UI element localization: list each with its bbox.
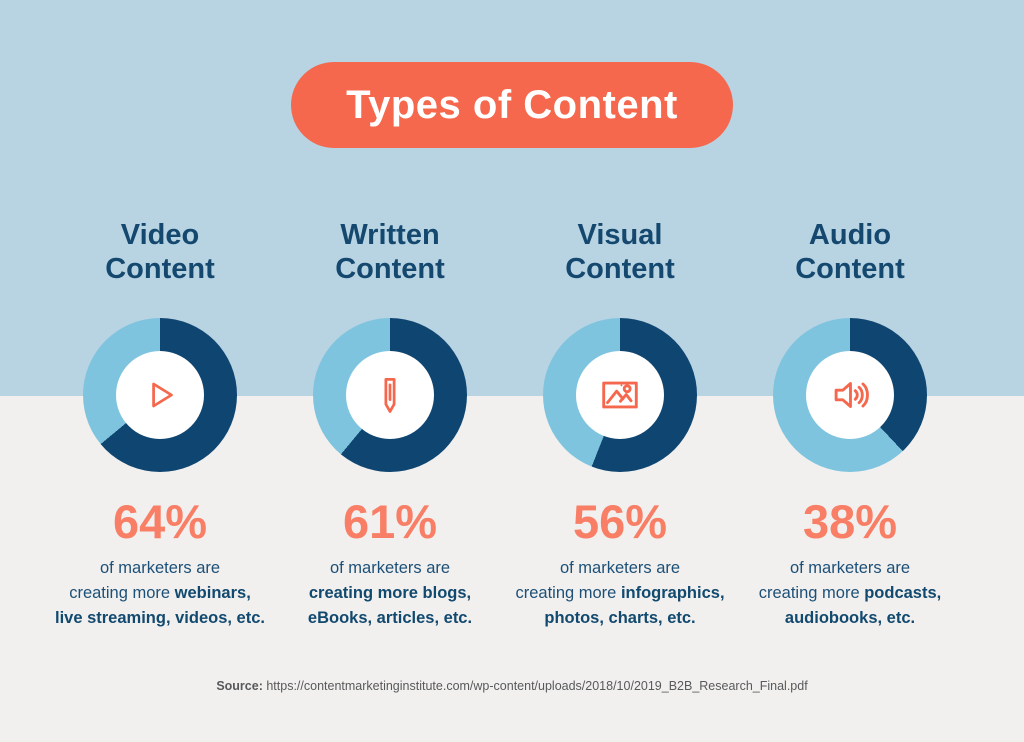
play-icon	[152, 382, 173, 408]
source-label: Source:	[216, 679, 263, 693]
column-title-line1: Visual	[577, 219, 663, 251]
content-column-audio: Audio Content 38% of marketers are creat…	[735, 218, 965, 631]
percent-value: 64%	[112, 495, 208, 548]
description-line: live streaming, videos, etc.	[54, 609, 265, 627]
column-title-line2: Content	[565, 253, 675, 285]
column-title: Visual Content	[505, 218, 735, 286]
column-title-line1: Audio	[808, 219, 892, 251]
description: of marketers are creating more webinars,…	[45, 556, 275, 631]
description-line: of marketers are	[99, 559, 221, 577]
percent-value: 56%	[572, 495, 668, 548]
content-column-visual: Visual Content 56% of marketers are c	[505, 218, 735, 631]
description-line: creating more webinars,	[69, 584, 251, 602]
donut-center	[806, 351, 894, 439]
column-title-line2: Content	[795, 253, 905, 285]
description-line: creating more blogs,	[308, 584, 472, 602]
column-title: Written Content	[275, 218, 505, 286]
donut-center	[116, 351, 204, 439]
description-line: creating more infographics,	[515, 584, 725, 602]
content-column-video: Video Content 64% of marketers are creat…	[45, 218, 275, 631]
donut-center	[576, 351, 664, 439]
donut-chart-written	[313, 318, 467, 472]
description-line: eBooks, articles, etc.	[307, 609, 473, 627]
column-title-line1: Written	[340, 219, 440, 251]
description-line: audiobooks, etc.	[784, 609, 916, 627]
pencil-icon	[384, 378, 396, 413]
description-line: of marketers are	[559, 559, 681, 577]
description-line: of marketers are	[789, 559, 911, 577]
description: of marketers are creating more blogs, eB…	[275, 556, 505, 631]
source-url: https://contentmarketinginstitute.com/wp…	[266, 679, 808, 693]
content-columns: Video Content 64% of marketers are creat…	[45, 218, 979, 631]
donut-chart-visual	[543, 318, 697, 472]
description-line: photos, charts, etc.	[544, 609, 696, 627]
speaker-icon	[834, 382, 869, 408]
column-title: Audio Content	[735, 218, 965, 286]
column-title-line1: Video	[120, 219, 200, 251]
donut-chart-video	[83, 318, 237, 472]
donut-chart-audio	[773, 318, 927, 472]
description-line: creating more podcasts,	[758, 584, 942, 602]
description-line: of marketers are	[329, 559, 451, 577]
page-title: Types of Content	[346, 82, 678, 127]
column-title-line2: Content	[335, 253, 445, 285]
percent-value: 38%	[802, 495, 898, 548]
content-column-written: Written Content 61% of marketers are cre…	[275, 218, 505, 631]
description: of marketers are creating more infograph…	[505, 556, 735, 631]
title-pill: Types of Content	[291, 62, 733, 148]
image-icon	[602, 381, 638, 409]
source-note: Source: https://contentmarketinginstitut…	[0, 679, 1024, 693]
donut-center	[346, 351, 434, 439]
percent-value: 61%	[342, 495, 438, 548]
column-title-line2: Content	[105, 253, 215, 285]
description: of marketers are creating more podcasts,…	[735, 556, 965, 631]
column-title: Video Content	[45, 218, 275, 286]
